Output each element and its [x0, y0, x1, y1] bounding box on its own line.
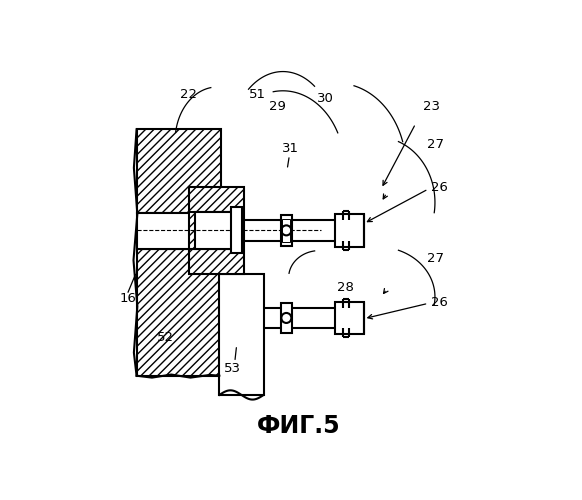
Bar: [219, 274, 264, 395]
Text: 27: 27: [427, 252, 444, 265]
Bar: [137, 213, 221, 250]
Text: 53: 53: [224, 362, 242, 374]
Bar: [335, 214, 364, 246]
Polygon shape: [137, 250, 221, 376]
Bar: [282, 219, 290, 242]
Bar: [281, 215, 292, 246]
Text: 23: 23: [423, 100, 439, 112]
Text: 30: 30: [317, 92, 333, 105]
Text: 26: 26: [431, 180, 448, 194]
Bar: [189, 187, 244, 274]
Bar: [231, 208, 242, 254]
Text: 16: 16: [119, 292, 136, 305]
Text: 27: 27: [427, 138, 444, 151]
Text: 26: 26: [431, 296, 448, 309]
Text: 52: 52: [157, 330, 174, 344]
Text: 31: 31: [282, 142, 299, 155]
Text: 22: 22: [180, 88, 197, 101]
Text: 29: 29: [269, 100, 286, 112]
Polygon shape: [137, 130, 221, 213]
Bar: [335, 302, 364, 334]
Bar: [281, 302, 292, 334]
Bar: [196, 212, 237, 249]
Text: 28: 28: [337, 280, 354, 293]
Text: 51: 51: [249, 88, 267, 101]
Text: ФИГ.5: ФИГ.5: [257, 414, 340, 438]
